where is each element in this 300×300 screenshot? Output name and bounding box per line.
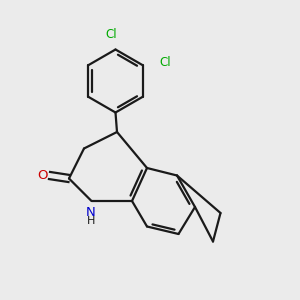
- Text: Cl: Cl: [159, 56, 171, 69]
- Text: O: O: [38, 169, 48, 182]
- Text: Cl: Cl: [105, 28, 117, 41]
- Text: N: N: [86, 206, 96, 220]
- Text: H: H: [87, 215, 95, 226]
